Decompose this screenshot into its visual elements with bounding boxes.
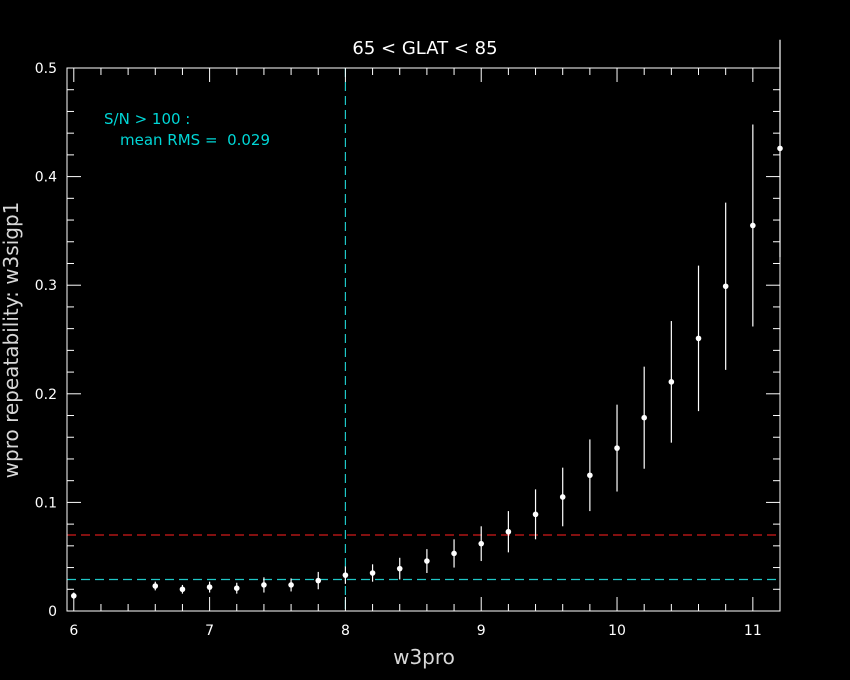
- data-point: [532, 511, 539, 518]
- data-point: [206, 584, 213, 590]
- reference-lines: [67, 68, 780, 611]
- x-tick-label: 9: [477, 623, 486, 639]
- y-tick-label: 0: [48, 604, 57, 620]
- data-point: [396, 565, 403, 572]
- data-point: [424, 558, 430, 564]
- x-tick-label: 6: [69, 623, 78, 639]
- data-points: [70, 145, 783, 599]
- data-point: [505, 528, 512, 535]
- x-tick-label: 10: [608, 623, 626, 639]
- data-point: [152, 583, 159, 589]
- x-tick-label: 11: [744, 623, 762, 639]
- data-point: [261, 582, 267, 588]
- annotation-mean-rms: mean RMS = 0.029: [120, 131, 270, 149]
- data-point: [641, 414, 647, 421]
- data-point: [668, 379, 675, 385]
- data-point: [750, 222, 756, 229]
- y-tick-label: 0.4: [35, 170, 57, 186]
- x-axis-ticks: 6 7 8 9 10 11: [69, 68, 781, 639]
- data-point: [614, 445, 620, 451]
- x-tick-label: 7: [205, 623, 214, 639]
- data-point: [342, 572, 349, 578]
- annotation-sn: S/N > 100 :: [104, 110, 190, 128]
- plot-frame: [66, 67, 781, 612]
- data-point: [451, 550, 457, 557]
- x-axis-label: w3pro: [393, 645, 455, 669]
- data-point: [233, 585, 240, 591]
- x-tick-label: 8: [341, 623, 350, 639]
- y-tick-label: 0.2: [35, 387, 57, 403]
- data-point: [478, 540, 485, 547]
- y-tick-label: 0.1: [35, 495, 57, 511]
- data-point: [315, 577, 322, 584]
- data-point: [695, 335, 702, 342]
- chart-title: 65 < GLAT < 85: [352, 38, 497, 59]
- data-point: [70, 592, 77, 599]
- y-tick-label: 0.3: [35, 278, 57, 294]
- y-tick-label: 0.5: [35, 61, 57, 77]
- data-point: [369, 570, 376, 576]
- y-axis-ticks: 0 0.1 0.2 0.3 0.4 0.5: [35, 61, 780, 620]
- data-point: [587, 472, 593, 479]
- data-point: [179, 586, 186, 593]
- data-point: [722, 283, 729, 290]
- y-axis-label: wpro repeatability: w3sigp1: [0, 202, 23, 479]
- data-point: [559, 494, 566, 500]
- data-point: [288, 582, 294, 588]
